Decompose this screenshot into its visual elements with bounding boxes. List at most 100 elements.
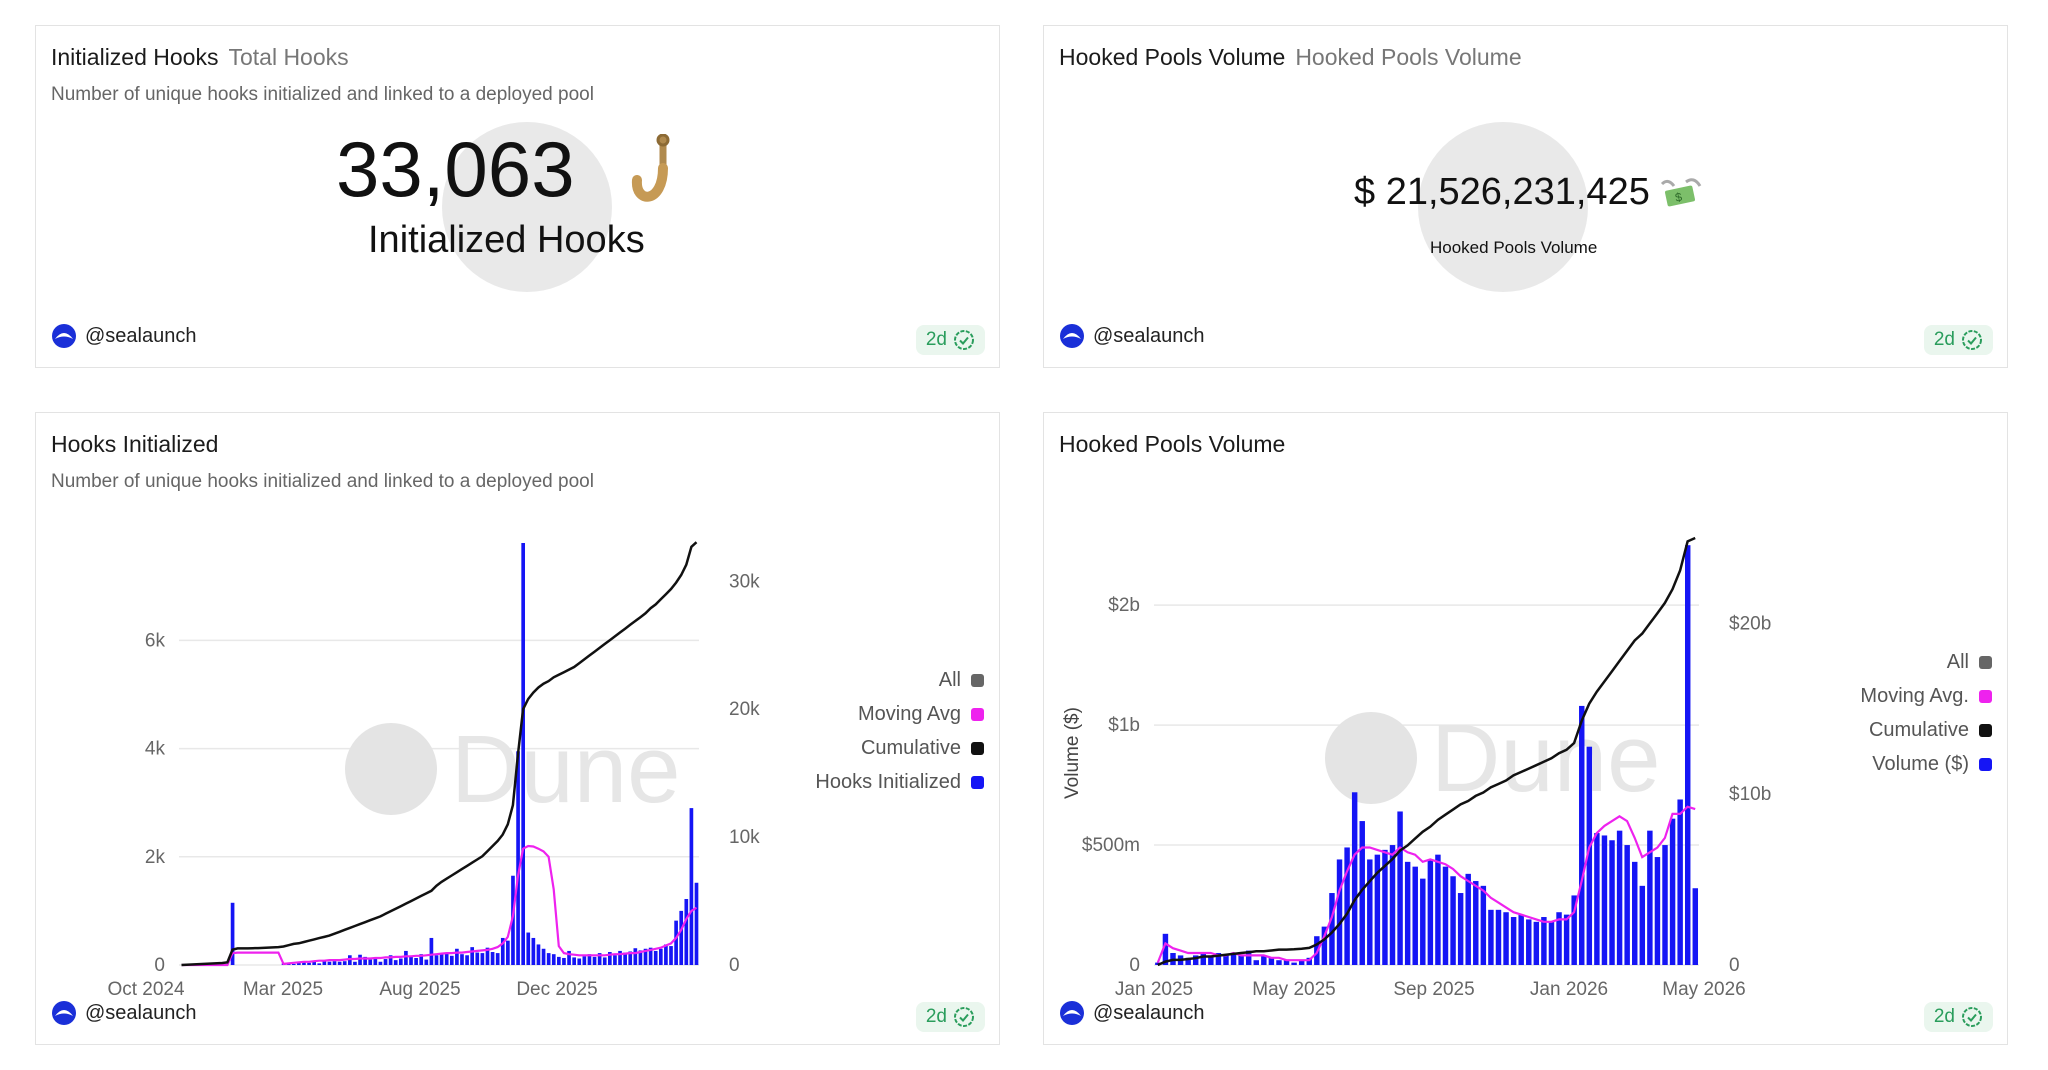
bar [613, 955, 617, 965]
bar [383, 959, 388, 965]
dune-watermark-text: Dune [451, 716, 681, 823]
bar [1518, 914, 1524, 965]
bar [1510, 917, 1517, 965]
bar [562, 957, 566, 965]
bar [521, 543, 526, 965]
author-link[interactable]: @sealaunch [1059, 1000, 1204, 1026]
x-tick-label: Mar 2025 [243, 979, 323, 1000]
bar [291, 963, 296, 965]
y-right-tick-label: 30k [729, 571, 760, 592]
y-left-tick-label: 4k [145, 739, 166, 760]
bar [317, 963, 322, 965]
legend-item-volume[interactable]: Volume ($) [1860, 747, 1992, 781]
legend-item-all[interactable]: All [1860, 645, 1992, 679]
x-tick-label: Oct 2024 [107, 979, 185, 1000]
legend-item-moving-avg[interactable]: Moving Avg. [1860, 679, 1992, 713]
bar [1571, 895, 1577, 965]
bar [1276, 960, 1282, 965]
volume-value: $ 21,526,231,425 $ [1354, 171, 1702, 214]
bar [1586, 746, 1593, 965]
bar [455, 948, 459, 965]
bar [1435, 854, 1441, 965]
refresh-badge[interactable]: 2d [1923, 1002, 1993, 1032]
bar [327, 961, 332, 965]
bar [506, 940, 510, 965]
bar [1616, 830, 1623, 965]
bar [429, 937, 434, 965]
refresh-badge[interactable]: 2d [915, 325, 985, 355]
panel-hooks-initialized-chart: Hooks Initialized Number of unique hooks… [35, 412, 1000, 1045]
bar [679, 910, 684, 965]
bar [1601, 835, 1608, 965]
bar [363, 956, 367, 965]
bar [587, 954, 592, 965]
hooked-pools-volume-chart: 0 $500m $1b $2b 0 $10b $20b Dune Jan 2025 May 202… [1062, 536, 1771, 1000]
refresh-badge[interactable]: 2d [915, 1002, 985, 1032]
bar [648, 947, 653, 965]
bar [1442, 866, 1449, 965]
bar [1669, 818, 1676, 965]
bar [1465, 873, 1471, 965]
cumulative-line [181, 541, 698, 967]
dune-watermark-circle [345, 723, 437, 815]
bar [332, 961, 337, 965]
legend-item-all[interactable]: All [815, 663, 984, 697]
dune-watermark-circle [1325, 712, 1417, 804]
bar [373, 958, 378, 965]
bar [1397, 811, 1403, 965]
bar [1185, 957, 1191, 965]
bar [1238, 955, 1244, 965]
bar [597, 953, 602, 965]
bar [572, 957, 576, 965]
bar [1261, 955, 1267, 965]
legend-item-cumulative[interactable]: Cumulative [1860, 713, 1992, 747]
legend-item-hooks-initialized[interactable]: Hooks Initialized [815, 765, 984, 799]
bar [378, 961, 383, 965]
verified-check-icon [1962, 1007, 1982, 1027]
bar [302, 962, 306, 965]
bar [684, 898, 689, 965]
refresh-badge[interactable]: 2d [1923, 325, 1993, 355]
panel-title: Hooked Pools Volume [1059, 431, 1286, 457]
y-left-tick-label: $500m [1082, 835, 1140, 856]
sealaunch-avatar-icon [52, 1001, 76, 1025]
bar [577, 958, 582, 965]
bar [1457, 893, 1464, 965]
bar [337, 961, 342, 965]
y-left-tick-label: $1b [1108, 715, 1140, 736]
bar [541, 948, 546, 965]
bar [414, 957, 418, 965]
bar [1533, 921, 1540, 965]
sealaunch-avatar-icon [1060, 1001, 1084, 1025]
author-link[interactable]: @sealaunch [51, 1000, 196, 1026]
bar [480, 953, 485, 965]
bar [1192, 955, 1199, 965]
bar [322, 960, 327, 965]
bar [546, 953, 551, 965]
bar [689, 808, 694, 965]
bar [628, 951, 633, 965]
bar [536, 944, 541, 965]
volume-label: Hooked Pools Volume [1430, 238, 1598, 257]
verified-check-icon [954, 330, 974, 350]
bar [1359, 821, 1365, 965]
panel-initialized-hooks: Initialized Hooks Total Hooks Number of u… [35, 25, 1000, 368]
author-link[interactable]: @sealaunch [51, 323, 196, 349]
bar [307, 962, 311, 965]
legend-item-cumulative[interactable]: Cumulative [815, 731, 984, 765]
bar [618, 950, 622, 965]
bar [1162, 933, 1169, 965]
y-right-tick-label: 0 [729, 955, 740, 976]
author-link[interactable]: @sealaunch [1059, 323, 1204, 349]
y-axis-label: Volume ($) [1062, 707, 1083, 799]
bar [404, 950, 408, 965]
bar [460, 954, 464, 965]
bar [1450, 876, 1456, 965]
y-right-tick-label: 20k [729, 699, 760, 720]
bar [1427, 859, 1434, 965]
dune-watermark-circle [442, 122, 612, 292]
legend-item-moving-avg[interactable]: Moving Avg [815, 697, 984, 731]
bar [674, 920, 678, 965]
x-tick-label: Sep 2025 [1393, 979, 1474, 1000]
y-left-tick-label: 6k [145, 630, 166, 651]
